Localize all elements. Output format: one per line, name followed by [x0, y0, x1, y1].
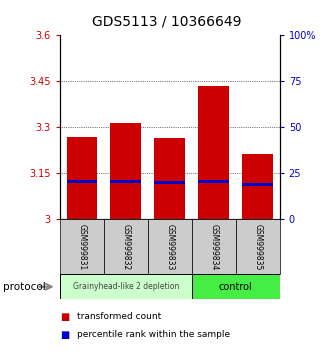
Bar: [242, 154, 273, 219]
Text: Grainyhead-like 2 depletion: Grainyhead-like 2 depletion: [73, 282, 179, 291]
Bar: [104, 219, 148, 274]
Bar: [111, 179, 141, 183]
Text: GDS5113 / 10366649: GDS5113 / 10366649: [92, 14, 241, 28]
Bar: [67, 137, 97, 219]
Text: ■: ■: [60, 330, 69, 339]
Text: GSM999835: GSM999835: [253, 224, 262, 270]
Bar: [148, 219, 192, 274]
Text: percentile rank within the sample: percentile rank within the sample: [77, 330, 230, 339]
Text: GSM999831: GSM999831: [77, 224, 87, 270]
Text: ■: ■: [60, 312, 69, 322]
Bar: [155, 181, 185, 184]
Bar: [60, 274, 192, 299]
Bar: [192, 274, 280, 299]
Bar: [192, 219, 236, 274]
Text: protocol: protocol: [3, 282, 46, 292]
Text: GSM999833: GSM999833: [165, 224, 174, 270]
Text: transformed count: transformed count: [77, 312, 161, 321]
Bar: [198, 179, 229, 183]
Text: GSM999832: GSM999832: [121, 224, 131, 270]
Bar: [236, 219, 280, 274]
Bar: [242, 183, 273, 186]
Bar: [111, 123, 141, 219]
Bar: [60, 219, 104, 274]
Text: GSM999834: GSM999834: [209, 224, 218, 270]
Bar: [67, 179, 97, 183]
Text: control: control: [219, 282, 253, 292]
Bar: [155, 138, 185, 219]
Bar: [198, 86, 229, 219]
